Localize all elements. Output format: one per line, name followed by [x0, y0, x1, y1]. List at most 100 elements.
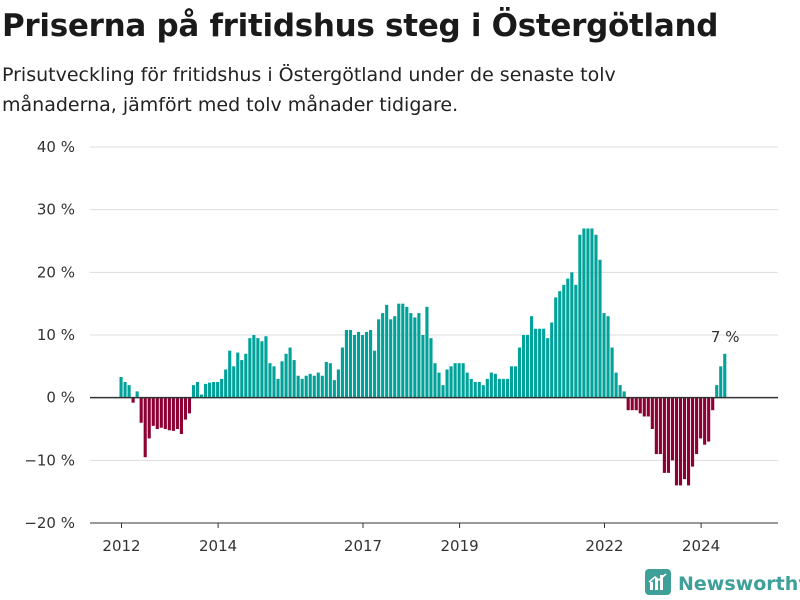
bar [296, 375, 300, 398]
bar [352, 335, 357, 398]
bar [220, 378, 224, 398]
bar [707, 397, 711, 442]
bar [224, 369, 228, 398]
bar [413, 317, 417, 398]
bar [119, 376, 123, 398]
bar [127, 385, 131, 398]
bar [509, 366, 514, 398]
bar [530, 316, 534, 398]
y-tick-label: −10 % [24, 451, 75, 469]
bar [711, 397, 715, 411]
bar [401, 303, 405, 398]
bar [505, 378, 509, 398]
bar [264, 336, 268, 398]
bar [554, 297, 558, 398]
bar [437, 372, 441, 398]
bar [441, 385, 445, 398]
bar [248, 338, 252, 398]
bar [236, 352, 240, 398]
grid-lines [90, 146, 778, 524]
bar [658, 397, 662, 455]
bar [473, 382, 477, 398]
bar [586, 228, 590, 398]
bar [360, 335, 365, 398]
bar [457, 363, 461, 398]
bar [602, 313, 606, 398]
bar [179, 397, 183, 435]
bar [461, 363, 465, 398]
bar [517, 347, 522, 398]
bar [626, 397, 630, 411]
y-tick-label: 30 % [37, 201, 75, 219]
bar [369, 329, 373, 398]
bar [610, 347, 614, 398]
bar [187, 397, 192, 414]
bar [686, 397, 691, 486]
bar [365, 331, 369, 398]
bar [433, 363, 437, 398]
bar [171, 397, 175, 431]
y-tick-label: 10 % [37, 326, 75, 344]
bar [606, 316, 610, 398]
bar [501, 378, 505, 398]
bar [312, 375, 316, 398]
bar [139, 397, 143, 423]
bar [562, 284, 566, 398]
bar [135, 391, 139, 398]
chart-title: Priserna på fritidshus steg i Östergötla… [2, 8, 719, 44]
bar [163, 397, 167, 429]
x-tick-label: 2017 [344, 537, 382, 555]
y-tick-label: 40 % [37, 138, 75, 156]
bar [566, 278, 570, 398]
bar [489, 372, 493, 398]
y-tick-label: 0 % [46, 389, 75, 407]
bar [288, 347, 292, 398]
bar [232, 366, 236, 398]
y-tick-label: −20 % [24, 514, 75, 532]
bar [594, 234, 598, 398]
bar [328, 363, 332, 398]
bar [723, 353, 727, 398]
bar [417, 313, 421, 398]
bar [332, 380, 336, 398]
bar [578, 234, 582, 398]
bar [308, 373, 312, 398]
bar [638, 397, 642, 414]
y-tick-label: 20 % [37, 263, 75, 281]
bar [493, 373, 497, 398]
x-tick-label: 2012 [102, 537, 140, 555]
bar [445, 369, 449, 398]
bar [650, 397, 654, 429]
bar [183, 397, 188, 420]
bar [703, 397, 707, 445]
bar [276, 378, 280, 398]
bar [654, 397, 658, 455]
bar [405, 306, 409, 398]
chart-subtitle: Prisutveckling för fritidshus i Östergöt… [2, 64, 616, 116]
bar [260, 341, 264, 398]
bar [340, 347, 344, 398]
bar [719, 366, 723, 398]
bar [453, 363, 457, 398]
bar [324, 361, 328, 398]
bar [344, 329, 348, 398]
bar [393, 316, 397, 398]
bar [320, 375, 324, 398]
bar [244, 353, 248, 398]
bar [598, 259, 602, 398]
bar [131, 397, 135, 403]
bar-series [119, 228, 727, 486]
x-tick-label: 2022 [585, 537, 623, 555]
bar [143, 397, 147, 458]
bar [634, 397, 638, 411]
bar [695, 397, 699, 455]
bar [212, 382, 216, 398]
bar [538, 328, 542, 398]
bar [385, 304, 389, 398]
bar [630, 397, 634, 411]
bar [534, 328, 538, 398]
bar [381, 313, 385, 398]
x-tick-label: 2014 [199, 537, 237, 555]
bar [151, 397, 155, 426]
y-axis-labels: −20 % −10 % 0 % 10 % 20 % 30 % 40 % [24, 138, 75, 532]
